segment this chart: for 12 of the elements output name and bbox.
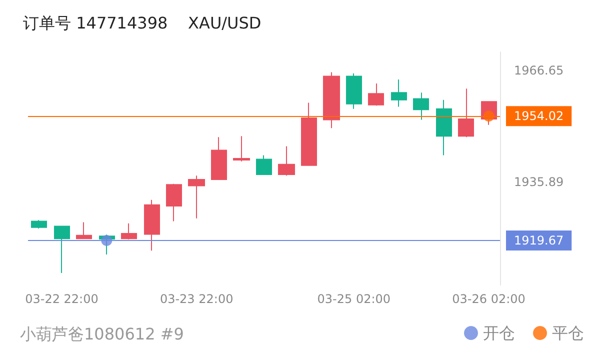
legend-label: 平仓 bbox=[552, 324, 584, 342]
legend-label: 开仓 bbox=[483, 324, 515, 342]
x-tick-label: 03-22 22:00 bbox=[25, 292, 98, 306]
chart-title: 订单号 147714398 XAU/USD bbox=[23, 14, 262, 32]
x-tick-label: 03-26 02:00 bbox=[452, 292, 526, 306]
x-tick-label: 03-25 02:00 bbox=[317, 292, 391, 306]
x-tick-label: 03-23 22:00 bbox=[160, 292, 234, 306]
y-tick-label: 1966.65 bbox=[514, 63, 564, 78]
text: 小葫芦爸1080612 #9 bbox=[20, 324, 184, 344]
ref-line-label: 1954.02 bbox=[514, 109, 564, 124]
ref-line-label: 1919.67 bbox=[514, 234, 564, 248]
y-tick-label: 1935.89 bbox=[514, 174, 564, 189]
